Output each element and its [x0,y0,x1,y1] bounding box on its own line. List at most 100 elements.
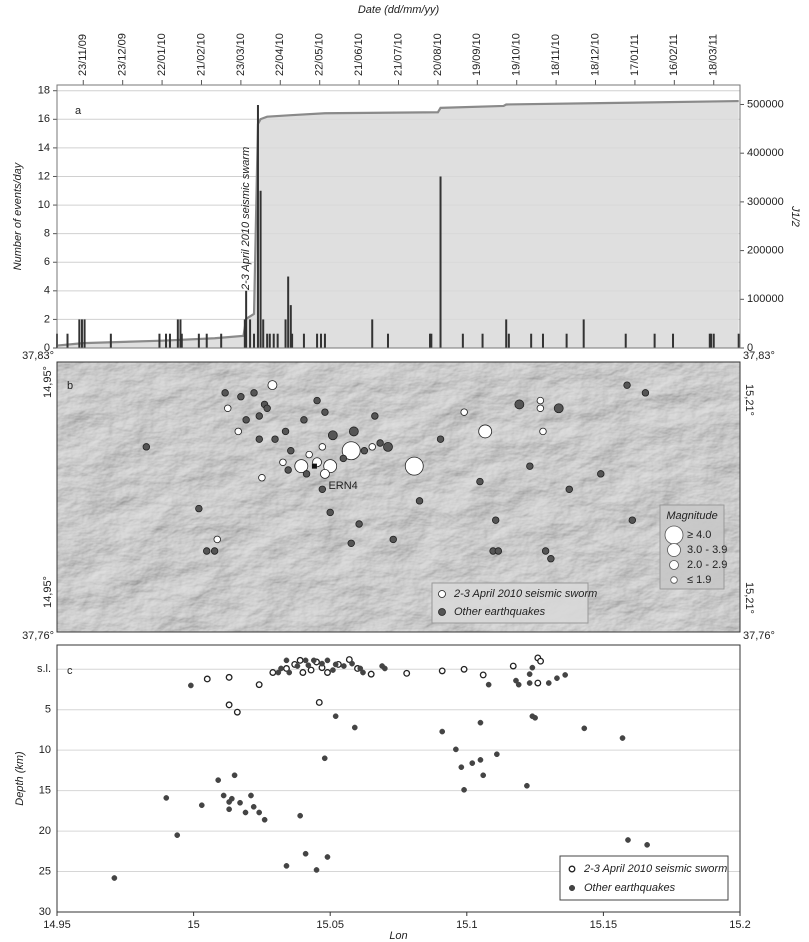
earthquake [340,455,347,462]
bar [583,319,585,348]
earthquake [319,486,326,493]
x-tick-label: 23/03/10 [235,33,247,76]
legend-swatch [670,561,679,570]
bar [262,319,264,348]
earthquake [533,715,538,720]
bar [713,334,715,348]
y2-tick-label: 300000 [747,196,784,208]
swarm-event [538,658,544,664]
swarm-event [316,700,322,706]
y-tick-label: 14 [38,142,50,154]
swarm-event [479,425,492,438]
x-tick-label: 15 [187,919,199,931]
earthquake [530,665,535,670]
earthquake [348,540,355,547]
earthquake [243,810,248,815]
earthquake [515,400,524,409]
earthquake [390,536,397,543]
legend-label: 2.0 - 2.9 [687,559,727,571]
swarm-event [319,444,326,451]
lat-label: 37,83° [22,350,54,362]
swarm-event [368,671,374,677]
earthquake [322,409,329,416]
legend-label: Other earthquakes [454,606,546,618]
earthquake [597,471,604,478]
swarm-event [325,670,331,676]
bar [78,319,80,348]
x-tick-label: 15.15 [590,919,618,931]
swarm-event [256,682,262,688]
earthquake [330,667,335,672]
swarm-event [404,671,410,677]
y2-tick-label: 500000 [747,98,784,110]
earthquake [322,756,327,761]
earthquake [548,555,555,562]
earthquake [620,735,625,740]
bar [542,334,544,348]
swarm-event [235,709,241,715]
panel-label: c [67,665,73,677]
y-tick-label: 10 [39,744,51,756]
y-tick-label: 20 [39,825,51,837]
bar [530,334,532,348]
bar [654,334,656,348]
x-tick-label: 15.05 [316,919,344,931]
earthquake [481,773,486,778]
swarm-event [439,668,445,674]
earthquake [216,778,221,783]
earthquake [642,390,649,397]
x-tick-label: 18/11/10 [550,34,562,76]
y-axis-title: Number of events/day [12,161,24,270]
bar [672,334,674,348]
earthquake [486,682,491,687]
bar [158,334,160,348]
legend-label: ≤ 1.9 [687,574,711,586]
earthquake [327,509,334,516]
x-tick-label: 22/04/10 [274,33,286,76]
bar [482,334,484,348]
earthquake [143,444,150,451]
bar [260,191,262,348]
bar [266,334,268,348]
x-tick-label: 19/10/10 [511,33,523,76]
earthquake [314,397,321,404]
x-tick-label: 14.95 [43,919,71,931]
legend-swatch [668,544,681,557]
earthquake [546,680,551,685]
earthquake [527,672,532,677]
earthquake [554,404,563,413]
bar [249,319,251,348]
earthquake [494,752,499,757]
swarm-event [226,675,232,681]
bar [198,334,200,348]
lat-label: 37,83° [743,350,775,362]
x-tick-label: 20/08/10 [432,33,444,76]
earthquake [303,851,308,856]
x-tick-label: 22/05/10 [314,33,326,76]
earthquake [298,813,303,818]
bar [169,334,171,348]
earthquake [524,783,529,788]
earthquake [256,413,263,420]
bar [257,105,259,348]
bar [220,334,222,348]
x-tick-label: 18/12/10 [589,33,601,76]
swarm-event [224,405,231,412]
earthquake [470,761,475,766]
bar [181,334,183,348]
bar [81,319,83,348]
earthquake [542,548,549,555]
earthquake [453,747,458,752]
legend-label: Other earthquakes [584,882,676,894]
earthquake [377,440,384,447]
earthquake [372,413,379,420]
y2-tick-label: 100000 [747,293,784,305]
earthquake [516,682,521,687]
x-tick-label: 21/02/10 [195,33,207,76]
x-tick-label: 19/09/10 [471,33,483,76]
earthquake [229,796,234,801]
earthquake [282,428,289,435]
bar [371,319,373,348]
legend-label: 2-3 April 2010 seismic sworm [453,588,597,600]
lat-label: 37,76° [743,630,775,642]
